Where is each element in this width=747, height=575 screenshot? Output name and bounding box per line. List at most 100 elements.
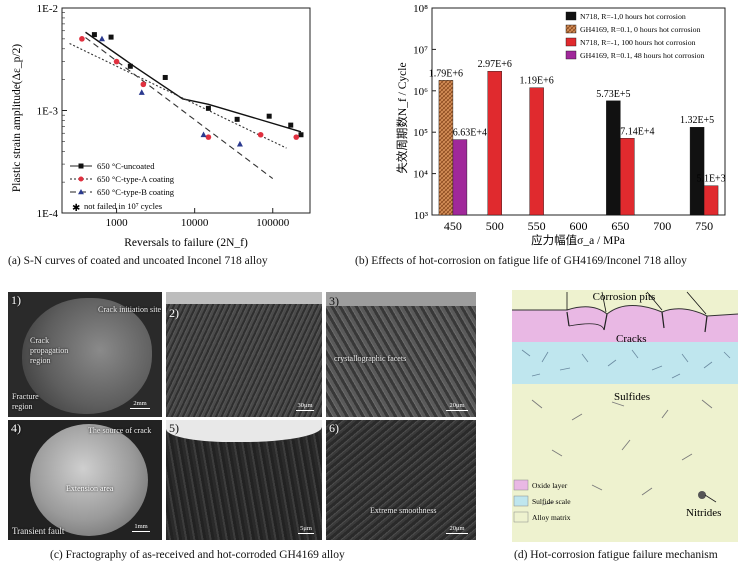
legend-label: Oxide layer	[532, 481, 568, 490]
sem-image-3: 3) crystallographic facets 20μm	[326, 292, 476, 417]
y-axis-label: 失效周期数N_f / Cycle	[395, 62, 409, 173]
label-sulfides: Sulfides	[614, 391, 650, 403]
layer-legend: Oxide layer Sulfide scale Alloy matrix	[513, 479, 571, 523]
label-fracture-region: Fracture region	[12, 392, 39, 411]
y-tick-label: 10³	[414, 210, 429, 222]
y-tick-label: 1E-4	[37, 208, 59, 220]
data-point-triangle	[200, 131, 207, 138]
image-number: 5)	[169, 421, 179, 435]
legend-swatch	[565, 24, 577, 34]
data-point-square	[298, 132, 304, 138]
fit-line	[85, 37, 274, 179]
pit-markers	[566, 291, 707, 315]
surface-strip	[326, 292, 476, 306]
nitride-particle	[698, 491, 706, 499]
x-tick-label: 10000	[181, 217, 209, 229]
scale-bar: 2mm	[130, 400, 150, 409]
label-corrosion-pits: Corrosion pits	[593, 291, 656, 303]
data-point-triangle	[98, 35, 105, 42]
data-label: 1.19E+6	[520, 76, 554, 87]
scale-bar: 30μm	[296, 402, 314, 411]
data-point-square	[162, 74, 168, 80]
hot-corrosion-bar-chart: 10³ 10⁴ 10⁵ 10⁶ 10⁷ 10⁸ 450 500 550 600 650 700 750…	[395, 3, 726, 247]
fit-line	[85, 31, 302, 133]
nitride-arrow	[704, 494, 717, 503]
label-extreme-smoothness: Extreme smoothness	[370, 506, 437, 515]
data-label: 5.1E+3	[696, 174, 725, 185]
data-label: 1.32E+5	[680, 115, 714, 126]
legend-swatch	[565, 37, 577, 47]
data-point-circle	[79, 36, 85, 42]
legend-label: N718, R=-1,0 hours hot corrosion	[580, 12, 686, 21]
asterisk-icon: ✱	[72, 203, 80, 214]
label-crack-source: The source of crack	[88, 426, 152, 435]
legend-swatch	[513, 495, 529, 507]
bar	[452, 139, 468, 216]
bar	[689, 127, 705, 216]
legend-label: Alloy matrix	[532, 513, 571, 522]
legend-label: 650 °C-uncoated	[97, 161, 155, 171]
image-number: 1)	[11, 293, 21, 307]
legend-label: N718, R=-1, 100 hours hot corrosion	[580, 38, 696, 47]
x-tick-label: 100000	[256, 217, 290, 229]
x-tick-label: 1000	[106, 217, 129, 229]
label-nitrides: Nitrides	[686, 507, 721, 519]
legend-marker	[78, 189, 84, 195]
y-axis-label: Plastic strain amplitude(Δε_p/2)	[11, 44, 23, 192]
legend-swatch	[513, 511, 529, 523]
data-point-circle	[113, 58, 120, 65]
y-tick-label: 10⁴	[413, 169, 428, 181]
legend-label: 650 °C-type-B coating	[97, 187, 175, 197]
sem-image-4: 4) The source of crack Extension area Tr…	[8, 420, 162, 540]
x-tick-label: 750	[695, 219, 713, 233]
x-axis-label: 应力幅值σ_a / MPa	[531, 233, 625, 247]
top-surface	[512, 305, 738, 317]
sn-curve-chart: 1E-4 1E-3 1E-2 1000 10000 100000 Plastic str…	[11, 3, 311, 249]
nitride-precipitates	[531, 399, 713, 506]
label-extension-area: Extension area	[66, 484, 114, 493]
data-label: 5.73E+5	[596, 89, 630, 100]
bar	[703, 185, 719, 216]
data-point-square	[234, 116, 240, 122]
crack-lines	[566, 311, 708, 333]
y-tick-label: 1E-3	[37, 106, 59, 118]
data-point-triangle	[236, 140, 243, 147]
legend-label: GH4169, R=0.1, 0 hours hot corrosion	[580, 25, 701, 34]
data-point-square	[288, 122, 294, 128]
y-tick-label: 1E-2	[37, 3, 58, 15]
y-tick-label: 10⁷	[413, 44, 428, 56]
caption-d: (d) Hot-corrosion fatigue failure mechan…	[514, 549, 718, 561]
data-point-triangle	[138, 89, 145, 95]
legend: N718, R=-1,0 hours hot corrosion GH4169, …	[565, 11, 704, 60]
y-tick-label: 10⁶	[413, 86, 428, 98]
scale-bar: 20μm	[446, 525, 468, 534]
data-label: 2.97E+6	[478, 59, 512, 70]
data-label: 6.63E+4	[453, 128, 487, 139]
data-point-square	[108, 34, 114, 40]
legend-label: 650 °C-type-A coating	[97, 174, 175, 184]
x-tick-label: 500	[486, 219, 504, 233]
bar	[487, 71, 502, 216]
sem-image-2: 2) 30μm	[166, 292, 322, 417]
label-transient-fault: Transient fault	[12, 526, 65, 536]
sem-image-1: 1) Crack initiation site Crack propagati…	[8, 292, 162, 417]
data-point-circle	[293, 134, 300, 140]
plot-frame	[431, 7, 726, 216]
y-tick-label: 10⁵	[413, 127, 428, 139]
sem-image-5: 5) 5μm	[166, 420, 322, 540]
image-number: 6)	[329, 421, 339, 435]
fracture-surface	[30, 424, 148, 536]
label-cracks: Cracks	[616, 333, 647, 345]
legend-swatch	[565, 50, 577, 60]
legend-label: GH4169, R=0.1, 48 hours hot corrosion	[580, 51, 704, 60]
data-point-square	[127, 63, 133, 69]
note: ✱ not failed in 10⁷ cycles	[72, 201, 162, 214]
bar	[438, 80, 454, 216]
scale-bar: 1mm	[132, 523, 150, 532]
oxide-layer	[512, 305, 738, 342]
bar	[529, 87, 544, 216]
x-tick-label: 700	[653, 219, 671, 233]
sulfide-particles	[521, 349, 731, 379]
label-crack-initiation: Crack initiation site	[98, 305, 162, 314]
data-point-circle	[205, 134, 212, 140]
